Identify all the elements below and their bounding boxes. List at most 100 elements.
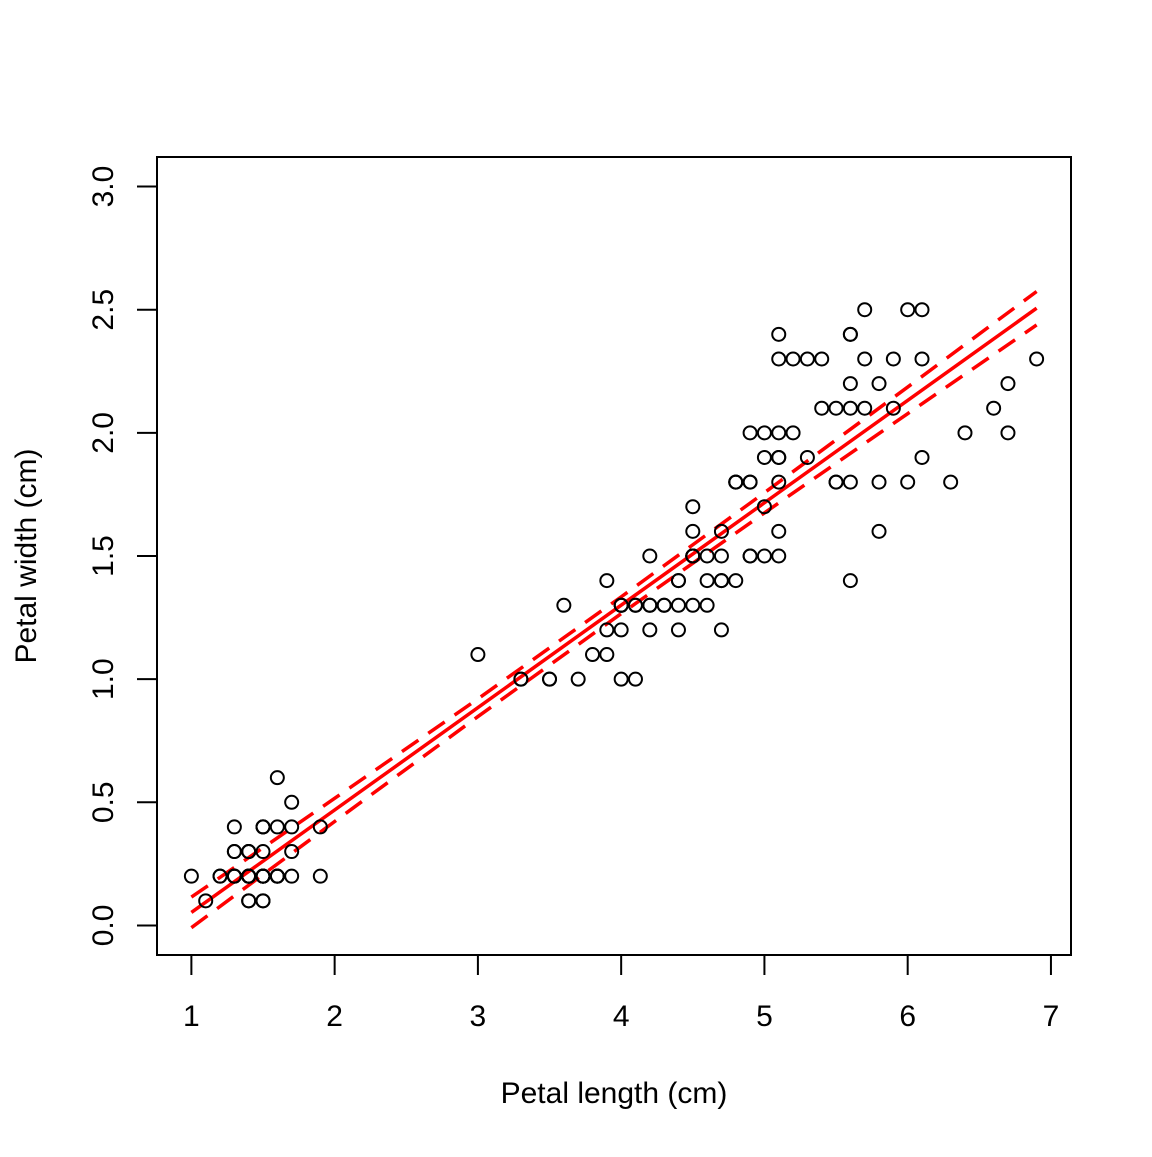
y-tick-label: 2.0 <box>87 412 120 454</box>
x-tick-label: 5 <box>756 1000 773 1033</box>
data-point <box>713 622 729 638</box>
data-point <box>871 376 887 392</box>
data-point <box>627 671 643 687</box>
data-point <box>613 597 629 613</box>
data-point <box>556 597 572 613</box>
confidence-band-upper <box>190 290 1038 899</box>
data-point <box>241 868 257 884</box>
data-point <box>470 647 486 663</box>
confidence-band-lower <box>190 323 1038 930</box>
data-point <box>685 499 701 515</box>
y-tick-label: 1.0 <box>87 658 120 700</box>
x-tick-label: 7 <box>1043 1000 1060 1033</box>
data-point <box>284 819 300 835</box>
data-point <box>771 548 787 564</box>
y-tick-label: 0.0 <box>87 905 120 947</box>
y-tick-label: 2.5 <box>87 289 120 331</box>
data-point <box>756 548 772 564</box>
data-point <box>1000 376 1016 392</box>
data-point <box>599 647 615 663</box>
data-point <box>857 351 873 367</box>
data-point <box>828 474 844 490</box>
data-points <box>183 302 1045 909</box>
data-point <box>914 351 930 367</box>
data-point <box>685 523 701 539</box>
data-point <box>900 302 916 318</box>
data-point <box>885 400 901 416</box>
data-point <box>943 474 959 490</box>
data-point <box>885 351 901 367</box>
data-point <box>756 449 772 465</box>
data-point <box>269 770 285 786</box>
data-point <box>627 597 643 613</box>
data-point <box>713 548 729 564</box>
data-point <box>771 326 787 342</box>
data-point <box>226 844 242 860</box>
data-point <box>871 523 887 539</box>
data-point <box>670 573 686 589</box>
data-point <box>613 622 629 638</box>
data-point <box>842 474 858 490</box>
data-point <box>284 868 300 884</box>
data-point <box>685 597 701 613</box>
data-point <box>900 474 916 490</box>
data-point <box>857 302 873 318</box>
data-point <box>613 671 629 687</box>
x-tick-label: 2 <box>326 1000 343 1033</box>
data-point <box>842 400 858 416</box>
data-point <box>585 647 601 663</box>
data-point <box>269 868 285 884</box>
data-point <box>828 400 844 416</box>
data-point <box>198 893 214 909</box>
data-point <box>785 351 801 367</box>
data-point <box>226 819 242 835</box>
regression-line <box>190 306 1038 914</box>
data-point <box>799 449 815 465</box>
data-point <box>756 425 772 441</box>
data-point <box>670 597 686 613</box>
data-point <box>670 622 686 638</box>
data-point <box>1029 351 1045 367</box>
data-point <box>656 597 672 613</box>
data-point <box>728 573 744 589</box>
data-point <box>513 671 529 687</box>
confidence-bands <box>190 290 1038 930</box>
data-point <box>771 449 787 465</box>
regression-line-group <box>190 306 1038 914</box>
data-point <box>599 573 615 589</box>
data-point <box>542 671 558 687</box>
data-point <box>699 597 715 613</box>
data-point <box>986 400 1002 416</box>
x-tick-label: 6 <box>899 1000 916 1033</box>
data-point <box>799 351 815 367</box>
y-tick-label: 1.5 <box>87 535 120 577</box>
data-point <box>771 523 787 539</box>
data-point <box>771 351 787 367</box>
x-axis-label: Petal length (cm) <box>501 1077 728 1110</box>
data-point <box>699 573 715 589</box>
data-point <box>728 474 744 490</box>
y-axis: 0.0 0.5 1.0 1.5 2.0 2.5 3.0 <box>87 166 158 947</box>
data-point <box>312 819 328 835</box>
data-point <box>842 376 858 392</box>
data-point <box>226 868 242 884</box>
data-point <box>212 868 228 884</box>
data-point <box>814 351 830 367</box>
data-point <box>742 474 758 490</box>
data-point <box>685 548 701 564</box>
data-point <box>255 868 271 884</box>
data-point <box>255 893 271 909</box>
x-tick-label: 3 <box>470 1000 487 1033</box>
data-point <box>914 302 930 318</box>
data-point <box>814 400 830 416</box>
data-point <box>914 449 930 465</box>
data-point <box>842 326 858 342</box>
data-point <box>771 425 787 441</box>
data-point <box>284 844 300 860</box>
plot-frame <box>156 156 1072 956</box>
data-point <box>241 844 257 860</box>
data-point <box>756 499 772 515</box>
data-point <box>742 425 758 441</box>
